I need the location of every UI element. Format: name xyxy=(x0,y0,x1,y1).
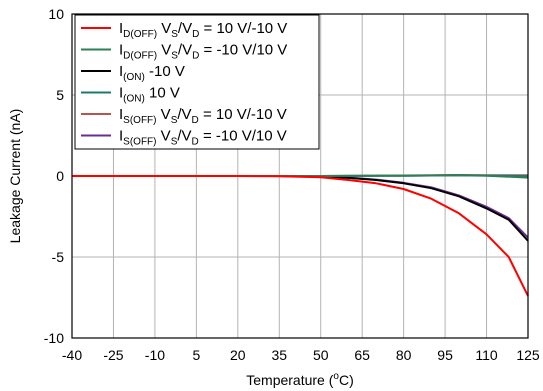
x-tick-label: -25 xyxy=(103,347,123,363)
legend-entry: ID(OFF) VS/VD = 10 V/-10 V xyxy=(119,20,287,40)
y-tick-labels: 10 5 0 -5 -10 xyxy=(44,6,64,346)
x-tick-label: -40 xyxy=(62,347,82,363)
x-tick-label: 5 xyxy=(192,347,200,363)
series-lines xyxy=(72,174,529,297)
x-tick-label: 50 xyxy=(313,347,329,363)
series-line xyxy=(72,175,529,297)
x-axis-label-prefix: Temperature ( xyxy=(246,372,333,388)
plot-frame xyxy=(71,13,529,339)
x-tick-label: -10 xyxy=(145,347,165,363)
legend: ID(OFF) VS/VD = 10 V/-10 VID(OFF) VS/VD … xyxy=(74,14,320,150)
legend-entry: I(ON) 10 V xyxy=(119,85,180,105)
y-axis-label: Leakage Current (nA) xyxy=(7,109,23,244)
y-tick-label: 5 xyxy=(56,87,64,103)
x-tick-label: 65 xyxy=(354,347,370,363)
x-tick-label: 95 xyxy=(437,347,453,363)
x-tick-label: 35 xyxy=(271,347,287,363)
legend-box xyxy=(74,14,320,150)
y-tick-label: -10 xyxy=(44,330,64,346)
x-tick-labels: -40 -25 -10 5 20 35 50 65 80 95 110 125 xyxy=(62,347,540,363)
x-axis-label-degree: o xyxy=(333,371,339,382)
x-tick-label: 125 xyxy=(516,347,540,363)
legend-entry: IS(OFF) VS/VD = -10 V/10 V xyxy=(119,128,287,148)
legend-entry: I(ON) -10 V xyxy=(119,63,185,83)
x-tick-label: 80 xyxy=(396,347,412,363)
y-tick-label: 10 xyxy=(48,6,64,22)
x-tick-label: 20 xyxy=(230,347,246,363)
x-tick-label: 110 xyxy=(475,347,498,363)
legend-entry: IS(OFF) VS/VD = 10 V/-10 V xyxy=(119,106,287,126)
y-tick-label: 0 xyxy=(56,168,64,184)
x-axis-label-suffix: C) xyxy=(339,372,354,388)
legend-entry: ID(OFF) VS/VD = -10 V/10 V xyxy=(119,42,287,62)
x-axis-label: Temperature (oC) xyxy=(246,371,354,388)
y-tick-label: -5 xyxy=(52,249,65,265)
